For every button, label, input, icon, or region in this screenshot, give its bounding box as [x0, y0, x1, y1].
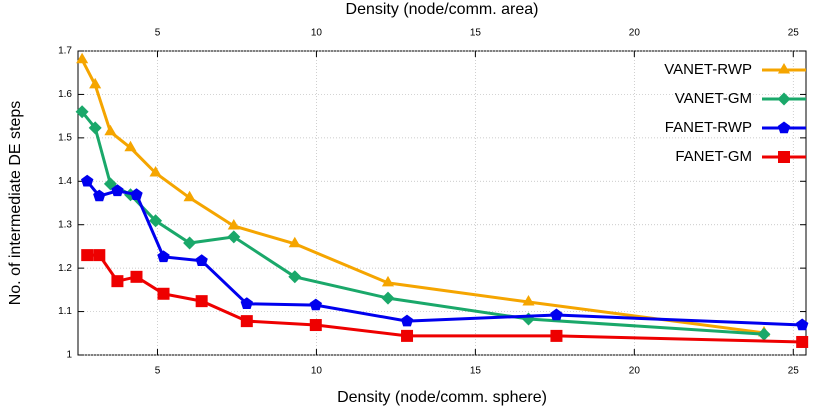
marker [400, 314, 414, 327]
marker [550, 308, 563, 321]
x-axis-label: Density (node/comm. sphere) [337, 389, 547, 406]
legend-label: FANET-RWP [665, 119, 752, 136]
x2-tick-label: 10 [311, 28, 323, 39]
legend-label: FANET-GM [675, 148, 752, 165]
y-tick-label: 1.2 [58, 263, 72, 274]
series-line [80, 110, 765, 336]
marker [309, 319, 322, 332]
marker [796, 318, 809, 331]
x-tick-label: 25 [788, 366, 800, 377]
x-tick-label: 20 [629, 366, 641, 377]
y-tick-label: 1.6 [58, 89, 72, 100]
y-tick-label: 1 [66, 350, 72, 361]
x2-tick-label: 15 [470, 28, 482, 39]
marker [111, 184, 124, 197]
marker [777, 63, 791, 74]
y-tick-label: 1.5 [58, 132, 72, 143]
x2-tick-label: 20 [629, 28, 641, 39]
marker [550, 329, 563, 342]
x2-tick-label: 25 [788, 28, 800, 39]
marker [227, 219, 240, 230]
marker [757, 327, 771, 341]
marker [195, 295, 208, 308]
marker [81, 174, 94, 187]
marker [183, 190, 196, 202]
legend-label: VANET-GM [675, 90, 752, 107]
marker [149, 214, 163, 228]
marker [522, 295, 535, 306]
marker [240, 315, 253, 328]
series-line [80, 59, 765, 335]
marker [777, 92, 791, 106]
marker [93, 249, 106, 262]
marker [93, 189, 106, 202]
marker [288, 270, 302, 284]
y-tick-label: 1.7 [58, 46, 72, 57]
x-tick-label: 5 [155, 366, 161, 377]
marker [157, 250, 170, 263]
y-axis-label: No. of intermediate DE steps [7, 101, 24, 306]
marker [130, 270, 143, 283]
marker [309, 298, 322, 311]
y-tick-label: 1.4 [58, 176, 72, 187]
marker [75, 105, 89, 119]
marker [104, 124, 117, 136]
x2-tick-label: 5 [155, 28, 161, 39]
x-tick-label: 10 [311, 366, 323, 377]
marker [796, 335, 809, 348]
marker [195, 254, 208, 266]
legend-label: VANET-RWP [664, 61, 752, 78]
marker [130, 188, 143, 200]
y-tick-label: 1.3 [58, 219, 72, 230]
marker [111, 275, 124, 288]
marker [778, 151, 790, 163]
marker [777, 121, 791, 134]
marker [381, 291, 395, 305]
y-tick-label: 1.1 [58, 306, 72, 317]
marker [76, 52, 89, 64]
marker [522, 312, 535, 326]
x-tick-label: 15 [470, 366, 482, 377]
marker [157, 287, 170, 300]
marker [89, 77, 102, 89]
marker [149, 166, 162, 177]
x2-axis-label: Density (node/comm. area) [346, 1, 539, 18]
marker [240, 297, 253, 309]
marker [81, 249, 94, 262]
marker [401, 329, 414, 342]
marker [88, 121, 102, 135]
marker [288, 236, 301, 248]
marker [183, 236, 197, 250]
marker [227, 230, 241, 244]
series-line [86, 180, 803, 327]
marker [124, 140, 137, 152]
marker [381, 275, 394, 287]
